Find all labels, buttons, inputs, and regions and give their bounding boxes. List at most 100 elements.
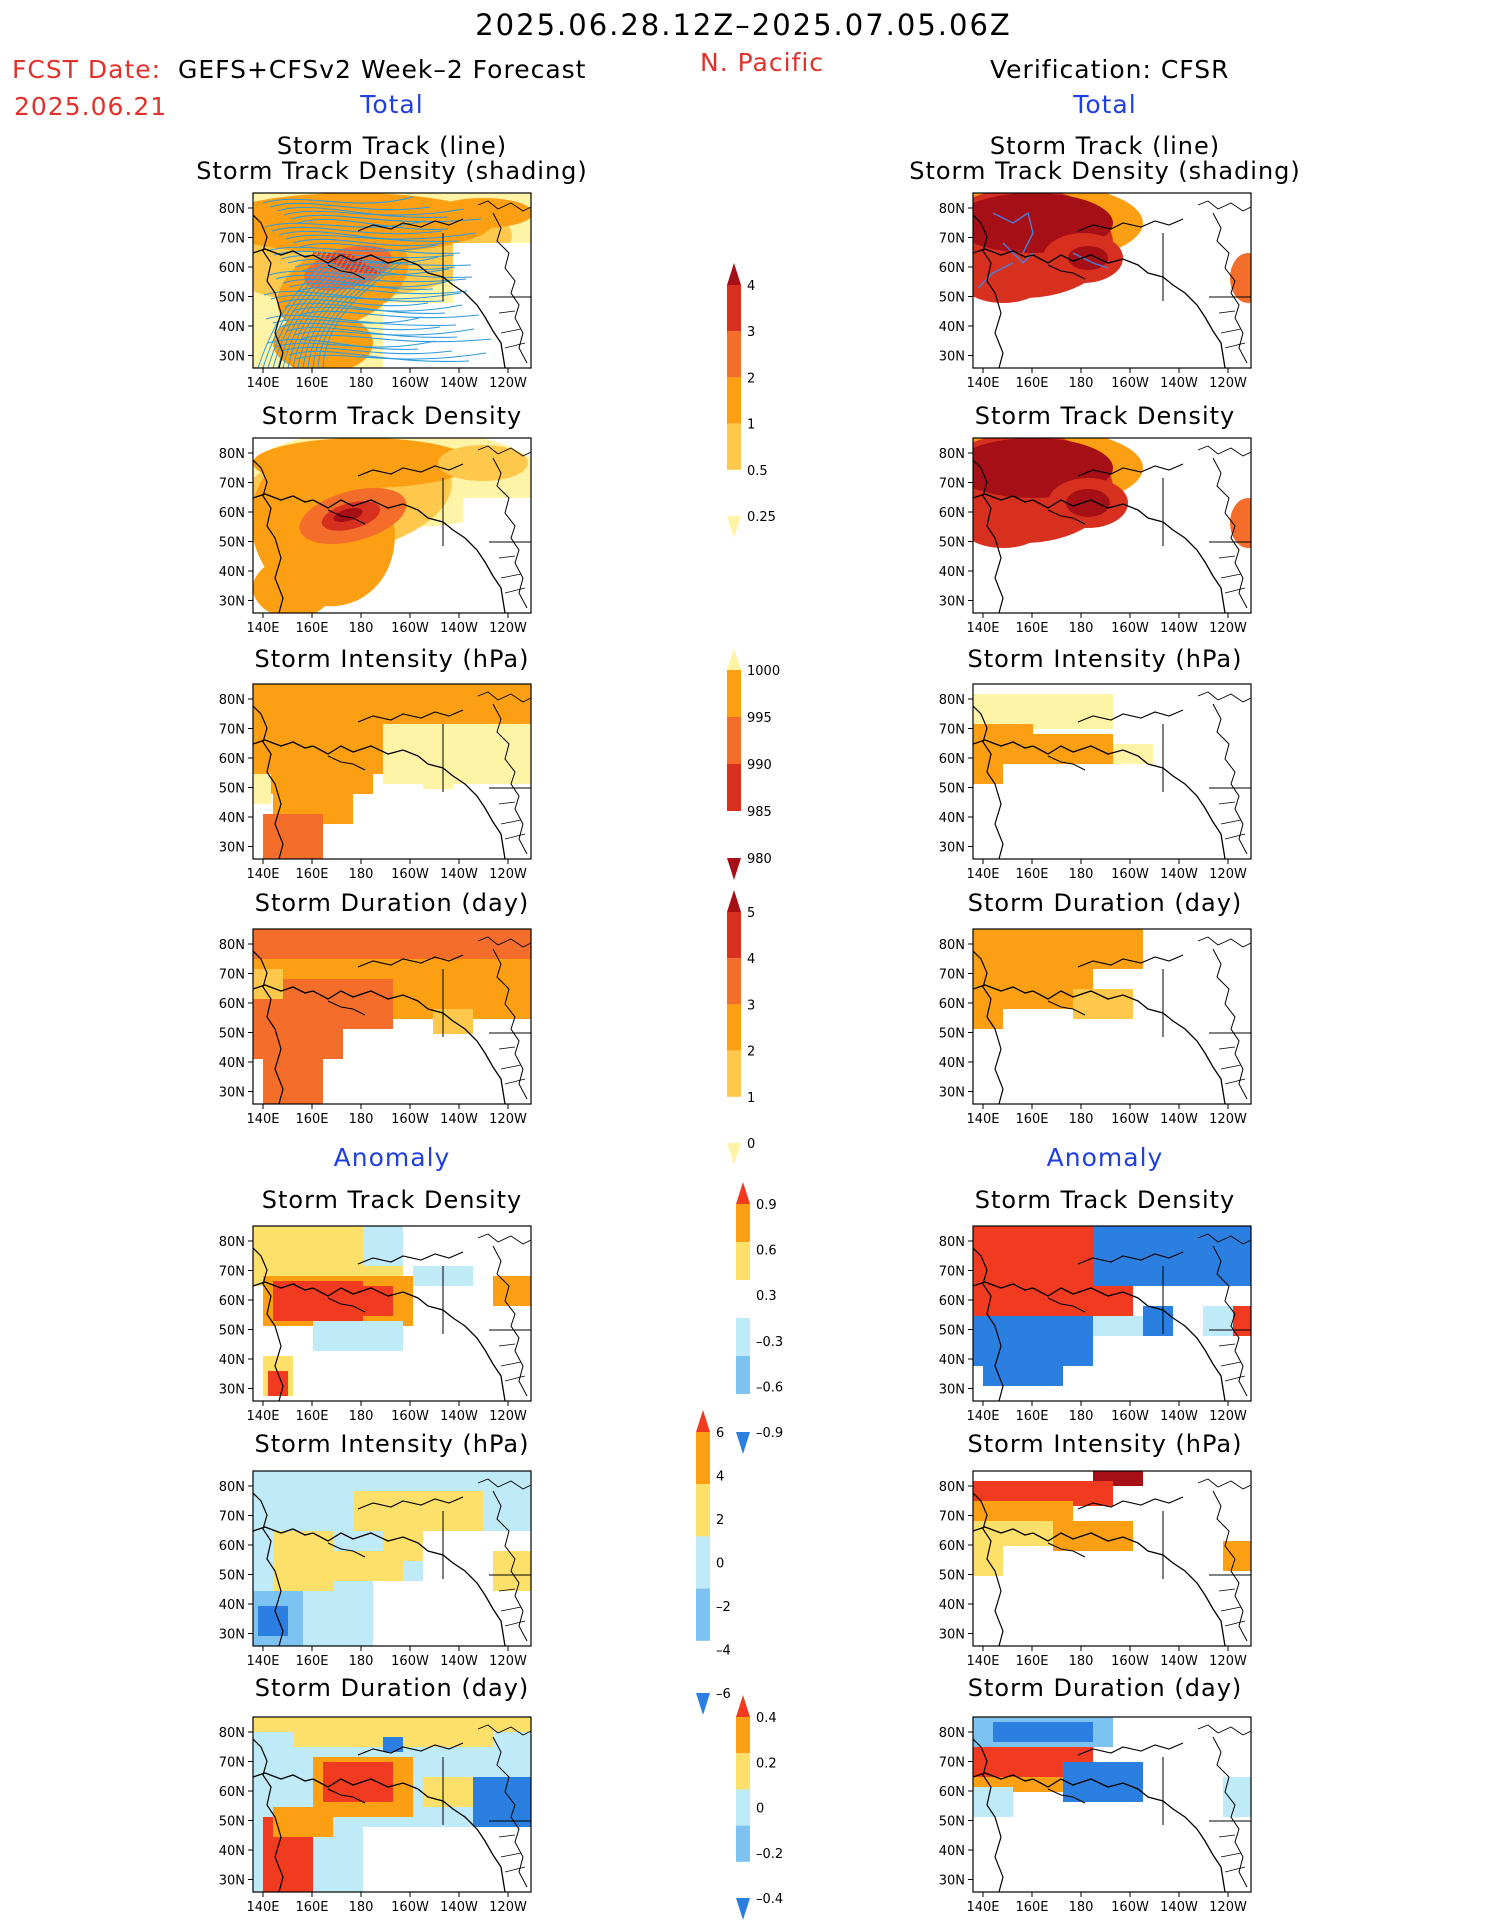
y-tick-label: 70N — [939, 1265, 965, 1280]
y-tick-label: 40N — [219, 1353, 245, 1368]
colorbar-label: 2 — [747, 371, 755, 386]
y-tick-label: 30N — [939, 595, 965, 610]
map-duration-forecast: 140E 160E 180 160W 140W 120W 80N 70N 60N 50N 40N 30… — [198, 919, 551, 1138]
x-tick-label: 140W — [440, 867, 478, 882]
x-tick-label: 120W — [1209, 621, 1247, 636]
map-anom-duration-verification: 140E 160E 180 160W 140W 120W 80N 70N 60N 50N 40N 30… — [918, 1707, 1271, 1926]
x-tick-label: 140E — [246, 376, 279, 391]
y-tick-label: 50N — [219, 291, 245, 306]
map-track-line-forecast: 140E 160E 180 160W 140W 120W 80N 70N 60N 50N 40N 30… — [198, 183, 551, 402]
x-tick-label: 160W — [1111, 867, 1149, 882]
y-tick-label: 60N — [939, 752, 965, 767]
x-tick-label: 180 — [1069, 1409, 1094, 1424]
y-tick-label: 60N — [219, 1785, 245, 1800]
x-tick-label: 140E — [966, 1900, 999, 1915]
x-tick-label: 140E — [966, 1112, 999, 1127]
map-intensity-forecast: 140E 160E 180 160W 140W 120W 80N 70N 60N 50N 40N 30… — [198, 674, 551, 893]
colorbar-label: 0.6 — [756, 1244, 777, 1259]
y-tick-label: 80N — [219, 1235, 245, 1250]
x-tick-label: 120W — [489, 621, 527, 636]
y-tick-label: 60N — [219, 997, 245, 1012]
x-tick-label: 140E — [966, 867, 999, 882]
colorbar-label: –0.4 — [756, 1892, 783, 1907]
x-tick-label: 160E — [1015, 1409, 1048, 1424]
y-tick-label: 70N — [219, 1756, 245, 1771]
x-tick-label: 140W — [1160, 1654, 1198, 1669]
title-track-density-forecast: Storm Track Density — [261, 402, 523, 430]
y-tick-label: 60N — [939, 1539, 965, 1554]
x-tick-label: 160W — [391, 1409, 429, 1424]
forecast-model-label: GEFS+CFSv2 Week–2 Forecast — [178, 55, 587, 84]
y-tick-label: 40N — [219, 811, 245, 826]
y-tick-label: 80N — [219, 938, 245, 953]
map-duration-verification: 140E 160E 180 160W 140W 120W 80N 70N 60N 50N 40N 30… — [918, 919, 1271, 1138]
y-tick-label: 80N — [219, 1480, 245, 1495]
y-tick-label: 80N — [219, 693, 245, 708]
colorbar-label: 3 — [747, 325, 755, 340]
colorbar-label: 0.4 — [756, 1711, 777, 1726]
y-tick-label: 50N — [939, 782, 965, 797]
x-tick-label: 120W — [489, 867, 527, 882]
y-tick-label: 30N — [219, 1874, 245, 1889]
x-tick-label: 120W — [1209, 376, 1247, 391]
x-tick-label: 180 — [1069, 1654, 1094, 1669]
map-track-density-verification: 140E 160E 180 160W 140W 120W 80N 70N 60N 50N 40N 30… — [918, 428, 1271, 647]
fcst-date-value: 2025.06.21 — [14, 92, 168, 121]
y-tick-label: 80N — [939, 938, 965, 953]
section-anomaly-verification: Anomaly — [1046, 1143, 1164, 1172]
map-anom-intensity-verification: 140E 160E 180 160W 140W 120W 80N 70N 60N 50N 40N 30… — [918, 1461, 1271, 1680]
x-tick-label: 160W — [391, 1654, 429, 1669]
x-tick-label: 140E — [966, 376, 999, 391]
y-tick-label: 30N — [939, 1874, 965, 1889]
colorbar-anom-duration: 0.4 0.2 0 –0.2 –0.4 — [736, 1695, 816, 1928]
x-tick-label: 180 — [349, 1654, 374, 1669]
x-tick-label: 160W — [391, 867, 429, 882]
y-tick-label: 50N — [939, 536, 965, 551]
map-track-line-verification: 140E 160E 180 160W 140W 120W 80N 70N 60N 50N 40N 30… — [918, 183, 1271, 402]
colorbar-label: 1 — [747, 1091, 755, 1106]
y-tick-label: 50N — [219, 1569, 245, 1584]
y-tick-label: 40N — [219, 1598, 245, 1613]
colorbar-label: 0.2 — [756, 1756, 777, 1771]
verification-label: Verification: CFSR — [990, 55, 1230, 84]
colorbar-anom-intensity: 6 4 2 0 –2 –4 –6 — [696, 1410, 776, 1723]
colorbar-label: 1000 — [747, 664, 780, 679]
x-tick-label: 160W — [1111, 1654, 1149, 1669]
y-tick-label: 50N — [219, 1324, 245, 1339]
y-tick-label: 40N — [939, 565, 965, 580]
y-tick-label: 60N — [939, 1294, 965, 1309]
x-tick-label: 160E — [295, 621, 328, 636]
y-tick-label: 70N — [219, 1265, 245, 1280]
y-tick-label: 50N — [219, 1815, 245, 1830]
colorbar-label: 0 — [716, 1557, 724, 1572]
colorbar-label: –6 — [716, 1687, 731, 1702]
region-label: N. Pacific — [700, 48, 825, 77]
map-anom-duration-forecast: 140E 160E 180 160W 140W 120W 80N 70N 60N 50N 40N 30… — [198, 1707, 551, 1926]
x-tick-label: 160E — [295, 1409, 328, 1424]
y-tick-label: 80N — [939, 1480, 965, 1495]
x-tick-label: 140E — [246, 1112, 279, 1127]
y-tick-label: 30N — [219, 350, 245, 365]
colorbar-anom-track-density: 0.9 0.6 0.3 –0.3 –0.6 –0.9 — [736, 1182, 816, 1462]
y-tick-label: 30N — [939, 1086, 965, 1101]
y-tick-label: 40N — [939, 811, 965, 826]
y-tick-label: 30N — [939, 841, 965, 856]
y-tick-label: 60N — [219, 261, 245, 276]
x-tick-label: 120W — [1209, 1112, 1247, 1127]
x-tick-label: 160E — [1015, 621, 1048, 636]
colorbar-label: 980 — [747, 852, 772, 867]
main-title: 2025.06.28.12Z–2025.07.05.06Z — [475, 8, 1012, 42]
colorbar-label: 3 — [747, 998, 755, 1013]
y-tick-label: 80N — [939, 1726, 965, 1741]
colorbar-label: 0.3 — [756, 1289, 777, 1304]
x-tick-label: 120W — [489, 1900, 527, 1915]
x-tick-label: 140W — [440, 1409, 478, 1424]
fcst-date-label: FCST Date: — [12, 55, 162, 84]
x-tick-label: 140E — [246, 1409, 279, 1424]
x-tick-label: 140E — [246, 621, 279, 636]
title-anom-track-density-verification: Storm Track Density — [974, 1186, 1236, 1214]
y-tick-label: 70N — [939, 477, 965, 492]
x-tick-label: 180 — [1069, 867, 1094, 882]
y-tick-label: 50N — [939, 1815, 965, 1830]
x-tick-label: 140E — [246, 867, 279, 882]
